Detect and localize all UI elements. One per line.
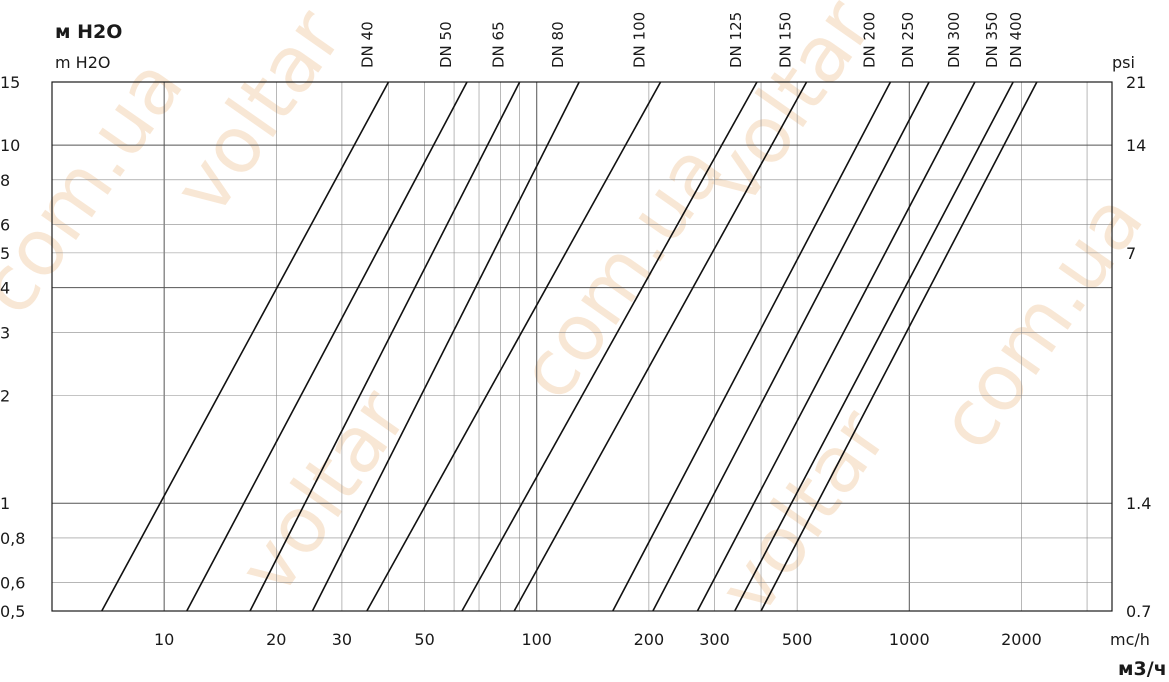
series-line bbox=[311, 81, 580, 612]
y-axis-ticks: 0,5 0,6 0,8 1 2 3 4 5 6 8 10 15 bbox=[0, 73, 25, 621]
y-right-tick-label: 7 bbox=[1126, 244, 1136, 263]
series-label: DN 100 bbox=[631, 12, 649, 68]
series-line bbox=[696, 81, 976, 612]
x-title: mc/h bbox=[1110, 630, 1150, 649]
y-right-tick-label: 0.7 bbox=[1126, 602, 1151, 621]
series-label: DN 400 bbox=[1007, 12, 1025, 68]
series-label: DN 150 bbox=[777, 12, 795, 68]
x-tick-label: 500 bbox=[782, 630, 813, 649]
y-right-axis-ticks: 0.7 1.4 7 14 21 bbox=[1126, 73, 1151, 621]
x-title-ru: м3/ч bbox=[1118, 658, 1167, 680]
plot-frame bbox=[51, 81, 1113, 612]
x-tick-label: 1000 bbox=[889, 630, 930, 649]
y-right-tick-label: 21 bbox=[1126, 73, 1146, 92]
y-tick-label: 3 bbox=[0, 323, 10, 342]
series-line bbox=[612, 81, 892, 612]
y-right-tick-label: 14 bbox=[1126, 136, 1146, 155]
series-line bbox=[366, 81, 662, 612]
series-label: DN 80 bbox=[549, 21, 567, 68]
y-tick-label: 0,6 bbox=[0, 574, 25, 593]
series-label: DN 200 bbox=[860, 12, 878, 68]
x-tick-label: 300 bbox=[699, 630, 730, 649]
series-line bbox=[101, 81, 390, 612]
x-tick-label: 10 bbox=[154, 630, 174, 649]
series-label: DN 300 bbox=[945, 12, 963, 68]
x-tick-label: 30 bbox=[332, 630, 352, 649]
y-tick-label: 6 bbox=[0, 216, 10, 235]
series-line bbox=[734, 81, 1014, 612]
series-label: DN 65 bbox=[490, 21, 508, 68]
svg-text:com.ua: com.ua bbox=[502, 128, 741, 416]
series-lines bbox=[101, 81, 1038, 612]
x-tick-label: 2000 bbox=[1001, 630, 1042, 649]
series-line bbox=[652, 81, 930, 612]
series-label: DN 125 bbox=[727, 12, 745, 68]
y-title: m H2O bbox=[55, 53, 110, 72]
series-line bbox=[249, 81, 521, 612]
series-label: DN 350 bbox=[983, 12, 1001, 68]
x-tick-label: 100 bbox=[521, 630, 552, 649]
y-tick-label: 5 bbox=[0, 244, 10, 263]
x-axis-ticks: 10 20 30 50 100 200 300 500 1000 2000 bbox=[154, 630, 1042, 649]
y-tick-label: 4 bbox=[0, 279, 10, 298]
y-right-tick-label: 1.4 bbox=[1126, 494, 1151, 513]
series-line bbox=[760, 81, 1038, 612]
watermark: voltar voltar com.ua com.ua voltar volta… bbox=[0, 0, 1161, 631]
y-tick-label: 8 bbox=[0, 171, 10, 190]
y-tick-label: 15 bbox=[0, 73, 20, 92]
x-tick-label: 200 bbox=[634, 630, 665, 649]
y-tick-label: 1 bbox=[0, 494, 10, 513]
x-tick-label: 50 bbox=[414, 630, 434, 649]
series-line bbox=[461, 81, 758, 612]
y-title-ru: м H2O bbox=[55, 21, 122, 43]
y-tick-label: 10 bbox=[0, 136, 20, 155]
svg-text:voltar: voltar bbox=[157, 0, 361, 231]
series-line bbox=[186, 81, 468, 612]
series-label: DN 250 bbox=[899, 12, 917, 68]
y-tick-label: 0,8 bbox=[0, 529, 25, 548]
series-label: DN 40 bbox=[358, 21, 376, 68]
svg-text:voltar: voltar bbox=[222, 373, 426, 611]
series-label: DN 50 bbox=[437, 21, 455, 68]
y-tick-label: 2 bbox=[0, 386, 10, 405]
series-labels: DN 40 DN 50 DN 65 DN 80 DN 100 DN 125 DN 150 DN… bbox=[358, 12, 1024, 68]
y-right-title: psi bbox=[1112, 53, 1135, 72]
svg-text:voltar: voltar bbox=[702, 393, 906, 631]
series-line bbox=[513, 81, 808, 612]
svg-text:com.ua: com.ua bbox=[922, 178, 1161, 466]
y-tick-label: 0,5 bbox=[0, 602, 25, 621]
x-tick-label: 20 bbox=[266, 630, 286, 649]
